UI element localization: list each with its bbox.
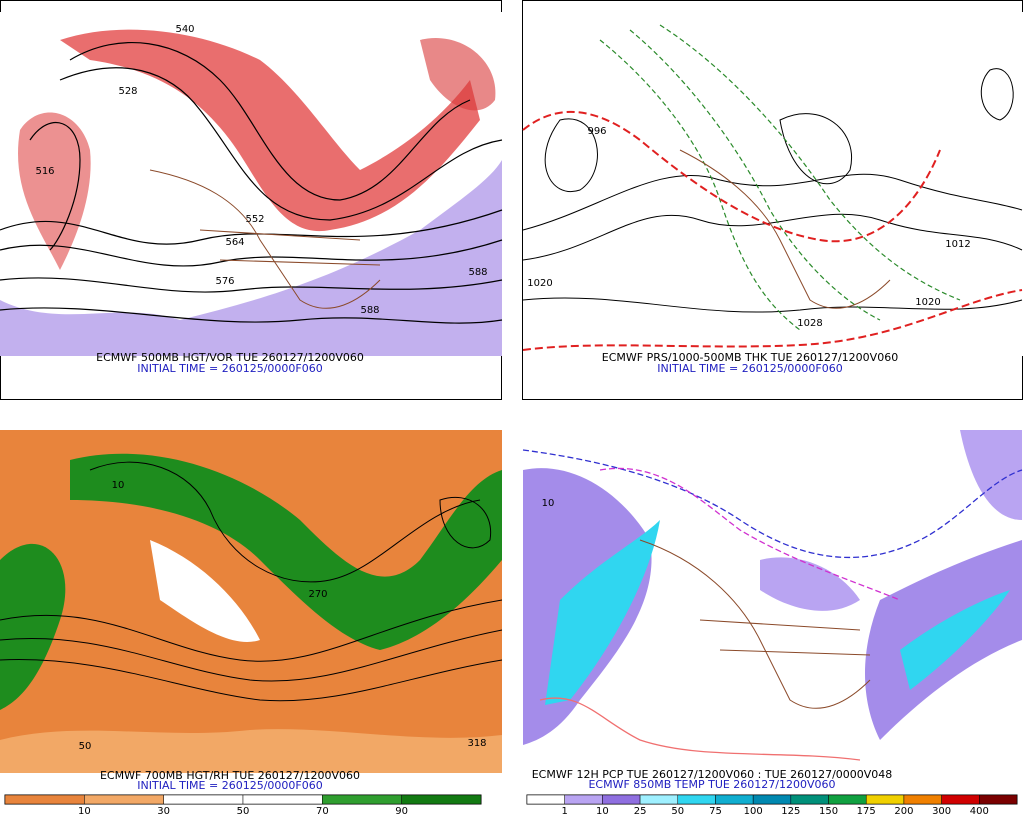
colorbar-swatch [828, 794, 867, 805]
colorbar-swatch [979, 794, 1018, 805]
panel-subcaption: ECMWF 850MB TEMP TUE 260127/1200V060 [588, 778, 835, 791]
colorbar-label: 125 [781, 806, 800, 817]
colorbar-label: 70 [316, 806, 329, 817]
panel-caption: ECMWF 700MB HGT/RH TUE 260127/1200V060 [100, 769, 360, 782]
colorbar-swatch [322, 794, 402, 805]
colorbar-label: 75 [709, 806, 722, 817]
colorbar-label: 200 [894, 806, 913, 817]
map-500mb [0, 12, 503, 356]
contour-label: 10 [542, 498, 555, 509]
contour-label: 576 [215, 276, 234, 287]
contour-label: 50 [79, 741, 92, 752]
panel-subcaption: INITIAL TIME = 260125/0000F060 [657, 362, 842, 375]
panel-subcaption: INITIAL TIME = 260125/0000F060 [137, 362, 322, 375]
colorbar-swatch [84, 794, 164, 805]
colorbar-label: 50 [671, 806, 684, 817]
contour-label: 1020 [915, 297, 940, 308]
colorbar-label: 90 [395, 806, 408, 817]
contour-label: 588 [468, 267, 487, 278]
contour-label: 270 [308, 589, 327, 600]
colorbar-swatch [401, 794, 482, 805]
colorbar-swatch [526, 794, 565, 805]
contour-label: 1028 [797, 318, 822, 329]
colorbar-swatch [639, 794, 679, 805]
contour-label: 564 [225, 237, 244, 248]
colorbar-label: 150 [819, 806, 838, 817]
colorbar-swatch [677, 794, 716, 805]
contour-label: 516 [35, 166, 54, 177]
colorbar-swatch [941, 794, 980, 805]
colorbar-swatch [715, 794, 754, 805]
colorbar-swatch [242, 794, 323, 805]
contour-label: 528 [118, 86, 137, 97]
map-700mb [0, 430, 503, 773]
colorbar-swatch [4, 794, 85, 805]
contour-label: 10 [112, 480, 125, 491]
colorbar-swatch [163, 794, 244, 805]
contour-label: 1012 [945, 239, 970, 250]
panel-caption: ECMWF 500MB HGT/VOR TUE 260127/1200V060 [96, 351, 364, 364]
colorbar-label: 50 [237, 806, 250, 817]
colorbar-swatch [602, 794, 641, 805]
colorbar-label: 400 [970, 806, 989, 817]
colorbar-swatch [865, 794, 905, 805]
contour-label: 540 [175, 24, 194, 35]
contour-label: 1020 [527, 278, 552, 289]
colorbar-swatch [903, 794, 942, 805]
colorbar-label: 300 [932, 806, 951, 817]
panel-caption: ECMWF PRS/1000-500MB THK TUE 260127/1200… [602, 351, 898, 364]
colorbar-label: 10 [596, 806, 609, 817]
colorbar-label: 1 [562, 806, 568, 817]
contour-label: 996 [587, 126, 606, 137]
contour-label: 552 [245, 214, 264, 225]
colorbar-label: 100 [744, 806, 763, 817]
contour-label: 318 [467, 738, 486, 749]
colorbar-label: 175 [857, 806, 876, 817]
map-pcp-850 [522, 430, 1023, 765]
colorbar-label: 30 [157, 806, 170, 817]
colorbar-label: 10 [78, 806, 91, 817]
panel-caption: ECMWF 12H PCP TUE 260127/1200V060 : TUE … [532, 768, 893, 781]
map-prs-thk [522, 12, 1023, 356]
colorbar-swatch [564, 794, 603, 805]
panel-subcaption: INITIAL TIME = 260125/0000F060 [137, 779, 322, 792]
colorbar-swatch [790, 794, 829, 805]
contour-label: 588 [360, 305, 379, 316]
colorbar-label: 25 [634, 806, 647, 817]
colorbar-swatch [752, 794, 792, 805]
